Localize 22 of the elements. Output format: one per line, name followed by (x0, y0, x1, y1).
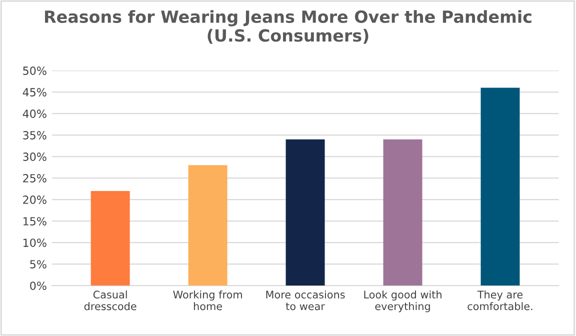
bar (90, 190, 130, 286)
bar (286, 139, 325, 286)
x-tick-label: Look good with everything (364, 290, 442, 312)
chart-title: Reasons for Wearing Jeans More Over the Pandemic (U.S. Consumers) (45, 10, 532, 44)
y-tick-label: 40% (22, 110, 46, 118)
y-tick-label: 10% (24, 238, 46, 247)
y-tick-label: 50% (23, 66, 46, 75)
y-tick-label: 25% (23, 174, 46, 182)
bar (480, 88, 520, 286)
bar (383, 139, 422, 286)
y-tick-label: 15% (24, 217, 46, 226)
x-tick-label: They are comfortable. (468, 290, 532, 310)
x-tick-label: More occasions to wear (266, 290, 345, 310)
y-tick-label: 20% (23, 196, 46, 204)
y-tick-label: 5% (30, 260, 46, 268)
x-tick-label: Working from home (173, 290, 242, 310)
y-tick-label: 0% (30, 282, 46, 290)
y-tick-label: 35% (23, 131, 46, 140)
x-tick-label: Casual dresscode (84, 290, 136, 310)
y-tick-label: 45% (22, 88, 46, 96)
bar (188, 165, 228, 286)
y-tick-label: 30% (23, 152, 46, 161)
